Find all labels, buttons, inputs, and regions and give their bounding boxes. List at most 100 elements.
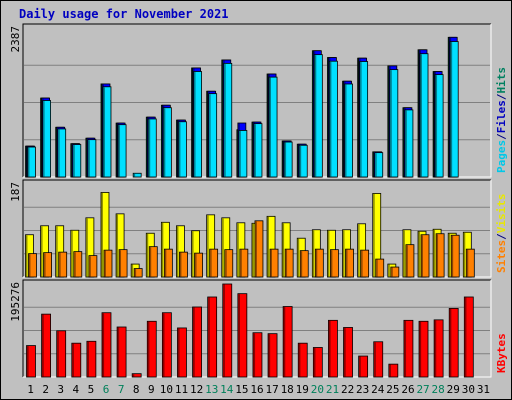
kbytes-bar-shade [132,374,135,377]
panel-frame-top [22,279,491,377]
kbytes-bar-shade [298,343,301,377]
kbytes-bar [26,345,36,378]
visits-bar-shade [86,218,88,277]
pages-bar [313,54,323,178]
chart-title: Daily usage for November 2021 [19,7,229,21]
visits-bar-shade [56,226,58,277]
kbytes-bar-shade [434,320,437,377]
sites-bar [88,255,98,278]
sites-bar [465,248,475,278]
sites-bar [254,220,264,278]
kbytes-bar [463,296,474,378]
pages-bar [42,100,51,178]
legend-word: Files [495,100,508,133]
pages-bar [359,61,369,178]
sites-bar-shade [134,269,137,277]
sites-bar [314,248,324,278]
kbytes-bar-shade [102,313,105,377]
pages-bar-shade [103,87,105,177]
pages-bar [419,53,429,178]
sites-bar-shade [210,249,212,277]
sites-bar-shade [44,253,46,277]
sites-bar-shade [270,249,272,277]
kbytes-bar-shade [27,346,29,377]
day-label: 30 [462,383,475,396]
day-label: 4 [73,383,80,396]
sites-bar [405,244,415,278]
kbytes-bar-shade [419,321,422,377]
kbytes-bar [418,320,429,378]
pages-bar [57,128,67,178]
visits-bar-shade [252,223,254,277]
sites-bar-shade [361,250,363,277]
pages-bar-shade [435,75,438,177]
kbytes-bar-shade [57,331,59,377]
visits-bar-shade [403,230,405,277]
pages-bar-shade [209,94,211,177]
visits-bar-shade [26,235,28,277]
sites-bar-shade [225,250,227,277]
kbytes-bar-shade [374,342,376,377]
sites-bar-shade [391,267,393,277]
visits-bar-shade [388,264,390,277]
pages-bar-shade [194,72,196,177]
sites-bar [390,266,400,278]
panel-legend: Pages/Files/Hits [495,67,508,173]
legend-word: / [495,133,508,140]
sites-bar-shade [376,259,378,277]
pages-bar-shade [148,119,151,177]
kbytes-bar [282,306,293,378]
pages-bar [344,83,353,178]
visits-bar-shade [282,223,285,277]
pages-bar [193,71,202,178]
kbytes-bar [343,327,353,378]
visits-bar-shade [71,230,73,277]
panel-legend: Sites/Visits [495,194,508,274]
day-label: 13 [205,383,218,396]
day-label: 6 [103,383,110,396]
visits-bar-shade [161,222,164,277]
visits-bar-shade [116,214,119,277]
kbytes-bar [177,327,187,378]
kbytes-bar-shade [268,334,271,377]
pages-bar [117,124,127,178]
pages-bar [208,93,218,178]
day-label: 2 [42,383,49,396]
day-label: 26 [401,383,414,396]
kbytes-bar [433,319,444,378]
panel-visits: 187 Sites/Visits [9,179,508,278]
visits-bar-shade [373,193,375,277]
kbytes-bar-shade [162,313,165,377]
day-label: 14 [220,383,234,396]
kbytes-bar [161,312,172,378]
pages-bar [178,121,187,178]
kbytes-bar [71,342,82,378]
day-label: 9 [148,383,155,396]
sites-bar-shade [164,249,167,277]
visits-bar-shade [358,224,360,277]
kbytes-bar [312,347,323,378]
day-label: 5 [88,383,95,396]
pages-bar-shade [163,108,166,177]
kbytes-bar [373,341,384,378]
pages-bar-shade [269,77,271,177]
kbytes-bar-shade [359,356,361,377]
kbytes-bar-shade [404,320,407,377]
pages-bar [434,74,444,178]
pages-bar-shade [329,61,332,177]
kbytes-bar-shade [328,320,331,377]
kbytes-bar-shade [147,321,150,377]
sites-bar [73,251,83,278]
visits-bar-shade [41,226,43,277]
sites-bar [224,249,234,278]
legend-word: Hits [495,67,508,94]
sites-bar-shade [436,234,439,277]
kbytes-bar [86,340,97,378]
day-label: 24 [371,383,385,396]
sites-bar-shade [179,252,182,277]
kbytes-bar-shade [223,284,225,377]
kbytes-bar [222,283,233,378]
sites-bar [450,234,460,278]
day-label: 15 [235,383,248,396]
